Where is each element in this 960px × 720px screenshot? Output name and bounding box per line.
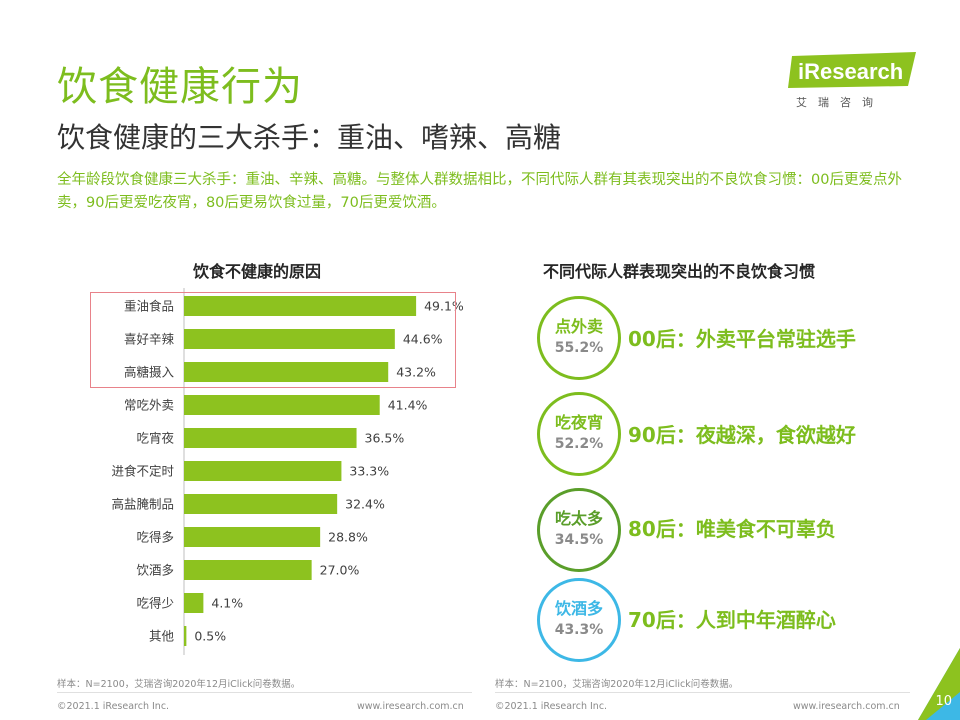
habit-name-80s: 吃太多 (554, 509, 603, 528)
bar-category-label: 高糖摄入 (124, 365, 175, 380)
bar (184, 296, 417, 316)
bar-value-label: 36.5% (365, 431, 405, 446)
bar-value-label: 4.1% (211, 596, 243, 611)
page-number: 10 (935, 694, 952, 709)
habit-pct-00s: 55.2% (554, 340, 604, 356)
logo-chinese-name: 艾瑞咨询 (796, 96, 884, 109)
left-sample-note: 样本：N=2100，艾瑞咨询2020年12月iClick问卷数据。 (57, 679, 301, 690)
bar-value-label: 32.4% (345, 497, 385, 512)
habit-name-00s: 点外卖 (554, 317, 603, 336)
slide-subtitle: 饮食健康的三大杀手：重油、嗜辣、高糖 (57, 121, 562, 154)
bar-category-label: 吃宵夜 (136, 431, 174, 446)
bar (184, 461, 342, 481)
right-copyright: ©2021.1 iResearch Inc. (495, 701, 608, 712)
bar (184, 527, 321, 547)
bar (184, 428, 357, 448)
bar (184, 593, 204, 613)
bar-category-label: 进食不定时 (111, 464, 174, 479)
bar-category-label: 高盐腌制品 (111, 497, 174, 512)
habit-text-90s: 90后：夜越深，食欲越好 (628, 423, 856, 447)
habit-name-70s: 饮酒多 (554, 599, 603, 618)
slide-title: 饮食健康行为 (57, 64, 303, 110)
bar-value-label: 44.6% (403, 332, 443, 347)
bar (184, 395, 380, 415)
bar-value-label: 0.5% (194, 629, 226, 644)
habit-pct-70s: 43.3% (554, 622, 604, 638)
habit-circle-70s: 饮酒多 43.3% (537, 578, 621, 662)
habit-text-80s: 80后：唯美食不可辜负 (628, 517, 836, 541)
bar-category-label: 吃得少 (136, 596, 174, 611)
bar-value-label: 43.2% (396, 365, 436, 380)
bar-category-label: 吃得多 (136, 530, 174, 545)
bar-category-label: 饮酒多 (136, 563, 174, 578)
bar-chart: 重油食品 49.1% 喜好辛辣 44.6% 高糖摄入 43.2% 常吃外卖 41.4% 吃宵夜 3… (111, 288, 464, 655)
habit-circle-80s: 吃太多 34.5% (537, 488, 621, 572)
top-three-highlight-box (90, 292, 456, 388)
left-copyright: ©2021.1 iResearch Inc. (57, 701, 170, 712)
bar (184, 626, 187, 646)
iresearch-logo: iResearch (788, 52, 916, 88)
bar-category-label: 重油食品 (124, 299, 174, 314)
bar (184, 494, 338, 514)
logo-wordmark: iResearch (798, 59, 903, 84)
bar (184, 362, 389, 382)
habit-circle-90s: 吃夜宵 52.2% (537, 392, 621, 476)
habit-circle-00s: 点外卖 55.2% (537, 296, 621, 380)
bar-category-label: 常吃外卖 (124, 398, 174, 413)
bar-value-label: 27.0% (320, 563, 360, 578)
habit-pct-90s: 52.2% (554, 436, 604, 452)
bar-value-label: 33.3% (349, 464, 389, 479)
right-footer-divider (495, 692, 910, 693)
bar (184, 560, 312, 580)
corner-triangle-green (918, 648, 960, 720)
left-footer-divider (57, 692, 472, 693)
bar-value-label: 49.1% (424, 299, 464, 314)
bar-value-label: 28.8% (328, 530, 368, 545)
habit-text-00s: 00后：外卖平台常驻选手 (628, 327, 856, 351)
corner-decoration (918, 648, 960, 720)
bar-value-label: 41.4% (388, 398, 428, 413)
habit-name-90s: 吃夜宵 (554, 413, 603, 432)
habit-pct-80s: 34.5% (554, 532, 604, 548)
habit-text-70s: 70后：人到中年酒醉心 (628, 608, 836, 632)
bar-chart-title: 饮食不健康的原因 (193, 262, 322, 281)
right-website: www.iresearch.com.cn (793, 701, 900, 712)
bar-category-label: 喜好辛辣 (124, 332, 175, 347)
slide-description: 全年龄段饮食健康三大杀手：重油、辛辣、高糖。与整体人群数据相比，不同代际人群有其… (57, 172, 902, 211)
right-sample-note: 样本：N=2100，艾瑞咨询2020年12月iClick问卷数据。 (495, 679, 739, 690)
left-website: www.iresearch.com.cn (357, 701, 464, 712)
bar (184, 329, 395, 349)
habits-panel-title: 不同代际人群表现突出的不良饮食习惯 (543, 262, 816, 281)
bar-category-label: 其他 (149, 629, 175, 644)
